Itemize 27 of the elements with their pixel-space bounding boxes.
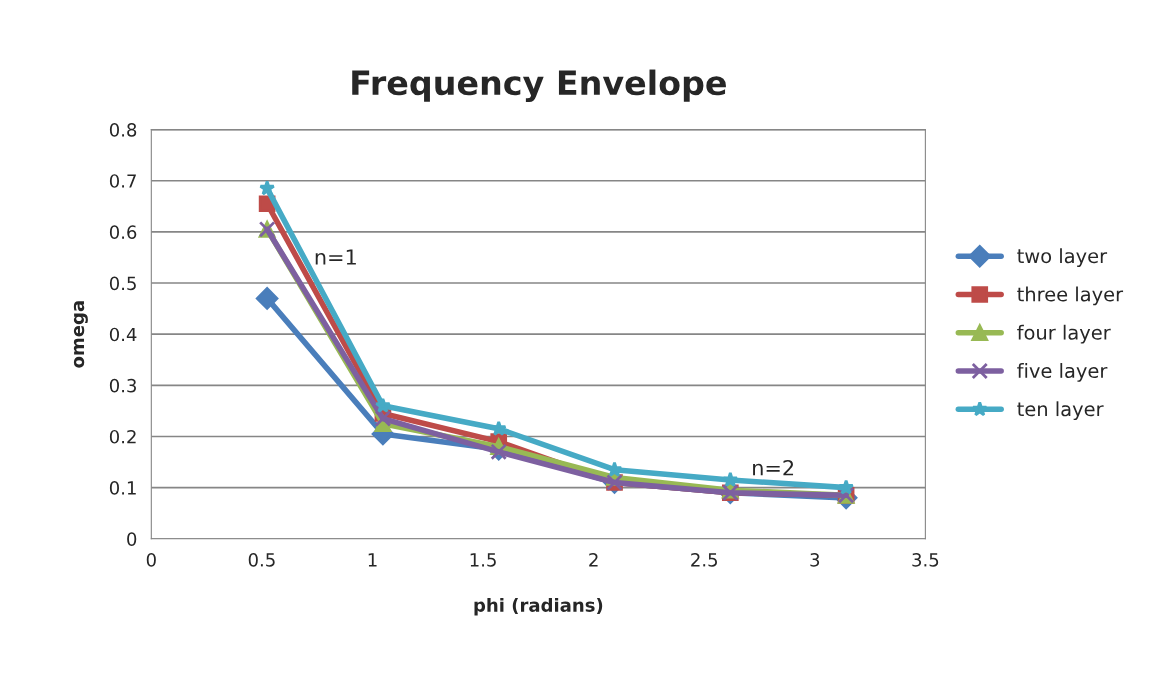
x-tick-label: 0.5 [248,552,275,567]
legend-label: ten layer [1017,401,1104,421]
y-tick-label: 0.5 [109,276,136,291]
x-tick-label: 0 [146,552,156,567]
y-tick-label: 0.2 [109,429,136,444]
legend-label: four layer [1017,324,1111,344]
annotation: n=2 [753,459,794,476]
y-tick-label: 0.3 [109,378,136,393]
annotation: n=1 [315,249,356,265]
x-tick-label: 3.5 [912,552,939,567]
y-tick-label: 0.6 [109,225,137,239]
x-tick-label: 1.5 [470,553,496,567]
y-tick-label: 0 [127,532,137,546]
x-tick-label: 2 [589,552,598,567]
x-tick-label: 2.5 [691,552,717,567]
y-axis-title: omega [73,301,88,368]
y-tick-label: 0.8 [109,123,137,137]
x-tick-label: 1 [368,553,377,567]
legend-label: two layer [1017,248,1108,268]
x-axis-title: phi (radians) [474,597,603,616]
legend-label: three layer [1017,286,1124,306]
x-tick-label: 3 [810,552,820,567]
y-tick-label: 0.4 [109,327,137,342]
y-tick-label: 0.1 [109,481,136,495]
legend-label: five layer [1017,363,1108,382]
y-tick-label: 0.7 [109,174,136,188]
chart-title: Frequency Envelope [352,69,726,103]
